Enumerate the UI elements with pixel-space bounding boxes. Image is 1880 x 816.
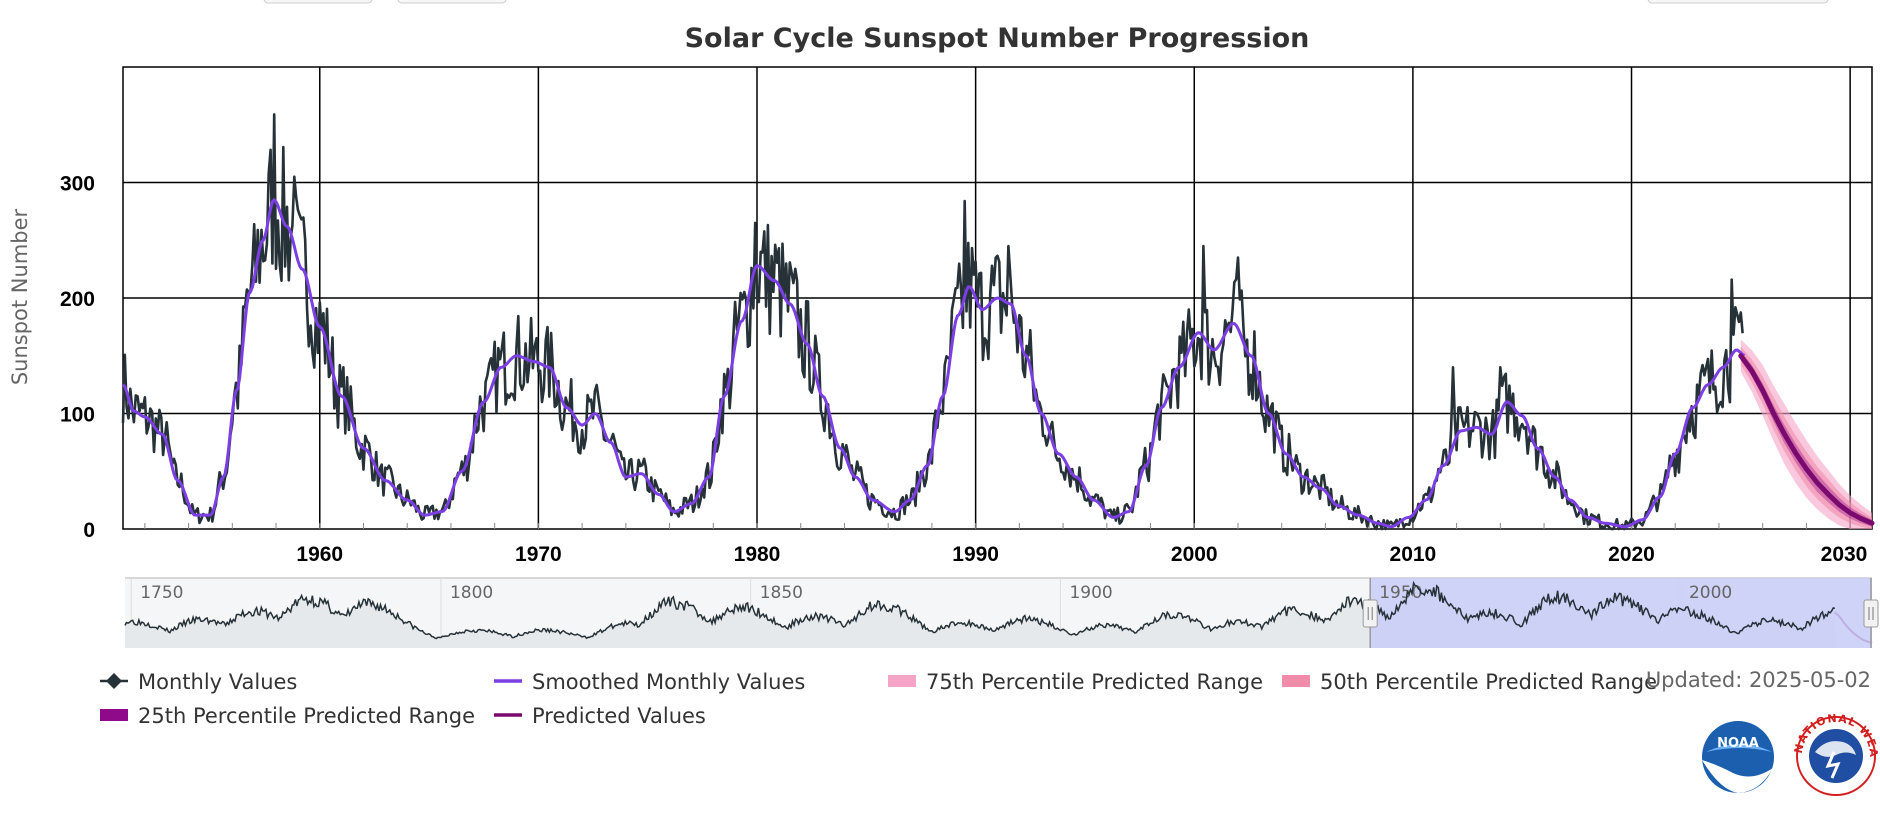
navigator-label: 1800 bbox=[450, 583, 493, 603]
x-tick-label: 1970 bbox=[515, 543, 562, 566]
x-tick-label: 2010 bbox=[1390, 543, 1437, 566]
x-axis-ticks: 1960 1970 1980 1990 2000 2010 2020 2030 bbox=[296, 543, 1867, 566]
navigator-label: 1750 bbox=[140, 583, 183, 603]
export-menu-button[interactable] bbox=[1647, 0, 1829, 4]
legend-label: Monthly Values bbox=[138, 670, 297, 694]
legend-label: Predicted Values bbox=[532, 704, 706, 728]
band-75th-percentile bbox=[1740, 339, 1872, 529]
legend-50th-percentile[interactable]: 50th Percentile Predicted Range bbox=[1282, 670, 1657, 694]
navigator-label: 1950 bbox=[1379, 583, 1422, 603]
legend-label: 75th Percentile Predicted Range bbox=[926, 670, 1263, 694]
legend-smoothed-monthly-values[interactable]: Smoothed Monthly Values bbox=[494, 670, 805, 694]
x-tick-label: 1980 bbox=[734, 543, 781, 566]
grid bbox=[123, 67, 1872, 529]
chart-title: Solar Cycle Sunspot Number Progression bbox=[685, 23, 1310, 54]
x-tick-label: 1990 bbox=[952, 543, 999, 566]
legend-marker-diamond bbox=[106, 673, 122, 689]
prediction-bands bbox=[1740, 339, 1872, 529]
y-tick-label: 200 bbox=[60, 288, 95, 311]
navigator-label: 1850 bbox=[760, 583, 803, 603]
svg-text:NOAA: NOAA bbox=[1717, 736, 1759, 751]
series-group bbox=[121, 113, 1875, 531]
legend-label: 25th Percentile Predicted Range bbox=[138, 704, 475, 728]
zoom-button-right[interactable] bbox=[397, 0, 507, 4]
navigator-handle-left[interactable] bbox=[1362, 578, 1378, 648]
navigator-label: 2000 bbox=[1689, 583, 1732, 603]
zoom-button-left[interactable] bbox=[263, 0, 373, 4]
navigator-selection[interactable] bbox=[1370, 578, 1872, 648]
y-tick-label: 300 bbox=[60, 173, 95, 196]
y-tick-label: 100 bbox=[60, 404, 95, 427]
navigator-series-selected bbox=[1370, 580, 1836, 635]
noaa-logo: NOAA bbox=[1702, 721, 1774, 793]
legend-25th-percentile[interactable]: 25th Percentile Predicted Range bbox=[100, 704, 475, 728]
series-smoothed-monthly-values bbox=[121, 197, 1746, 529]
legend-predicted-values[interactable]: Predicted Values bbox=[494, 704, 706, 728]
series-predicted-values bbox=[1738, 353, 1875, 526]
legend: Monthly Values Smoothed Monthly Values 75t… bbox=[100, 670, 1657, 728]
navigator-handle-right[interactable] bbox=[1863, 578, 1879, 648]
band-50th-percentile bbox=[1740, 346, 1872, 529]
updated-label: Updated: 2025-05-02 bbox=[1646, 668, 1871, 692]
legend-label: 50th Percentile Predicted Range bbox=[1320, 670, 1657, 694]
legend-75th-percentile[interactable]: 75th Percentile Predicted Range bbox=[888, 670, 1263, 694]
band-25th-percentile bbox=[1740, 351, 1872, 527]
navigator[interactable]: 17501800185019001950200019502000 bbox=[124, 577, 1879, 648]
x-tick-label: 2020 bbox=[1608, 543, 1655, 566]
legend-label: Smoothed Monthly Values bbox=[532, 670, 805, 694]
y-axis-label: Sunspot Number bbox=[8, 208, 32, 385]
x-tick-label: 2030 bbox=[1821, 543, 1868, 566]
x-tick-label: 2000 bbox=[1171, 543, 1218, 566]
y-tick-label: 0 bbox=[83, 519, 95, 542]
navigator-label: 1900 bbox=[1069, 583, 1112, 603]
legend-monthly-values[interactable]: Monthly Values bbox=[100, 670, 297, 694]
x-tick-label: 1960 bbox=[296, 543, 343, 566]
y-axis-ticks: 0 100 200 300 bbox=[60, 173, 95, 543]
